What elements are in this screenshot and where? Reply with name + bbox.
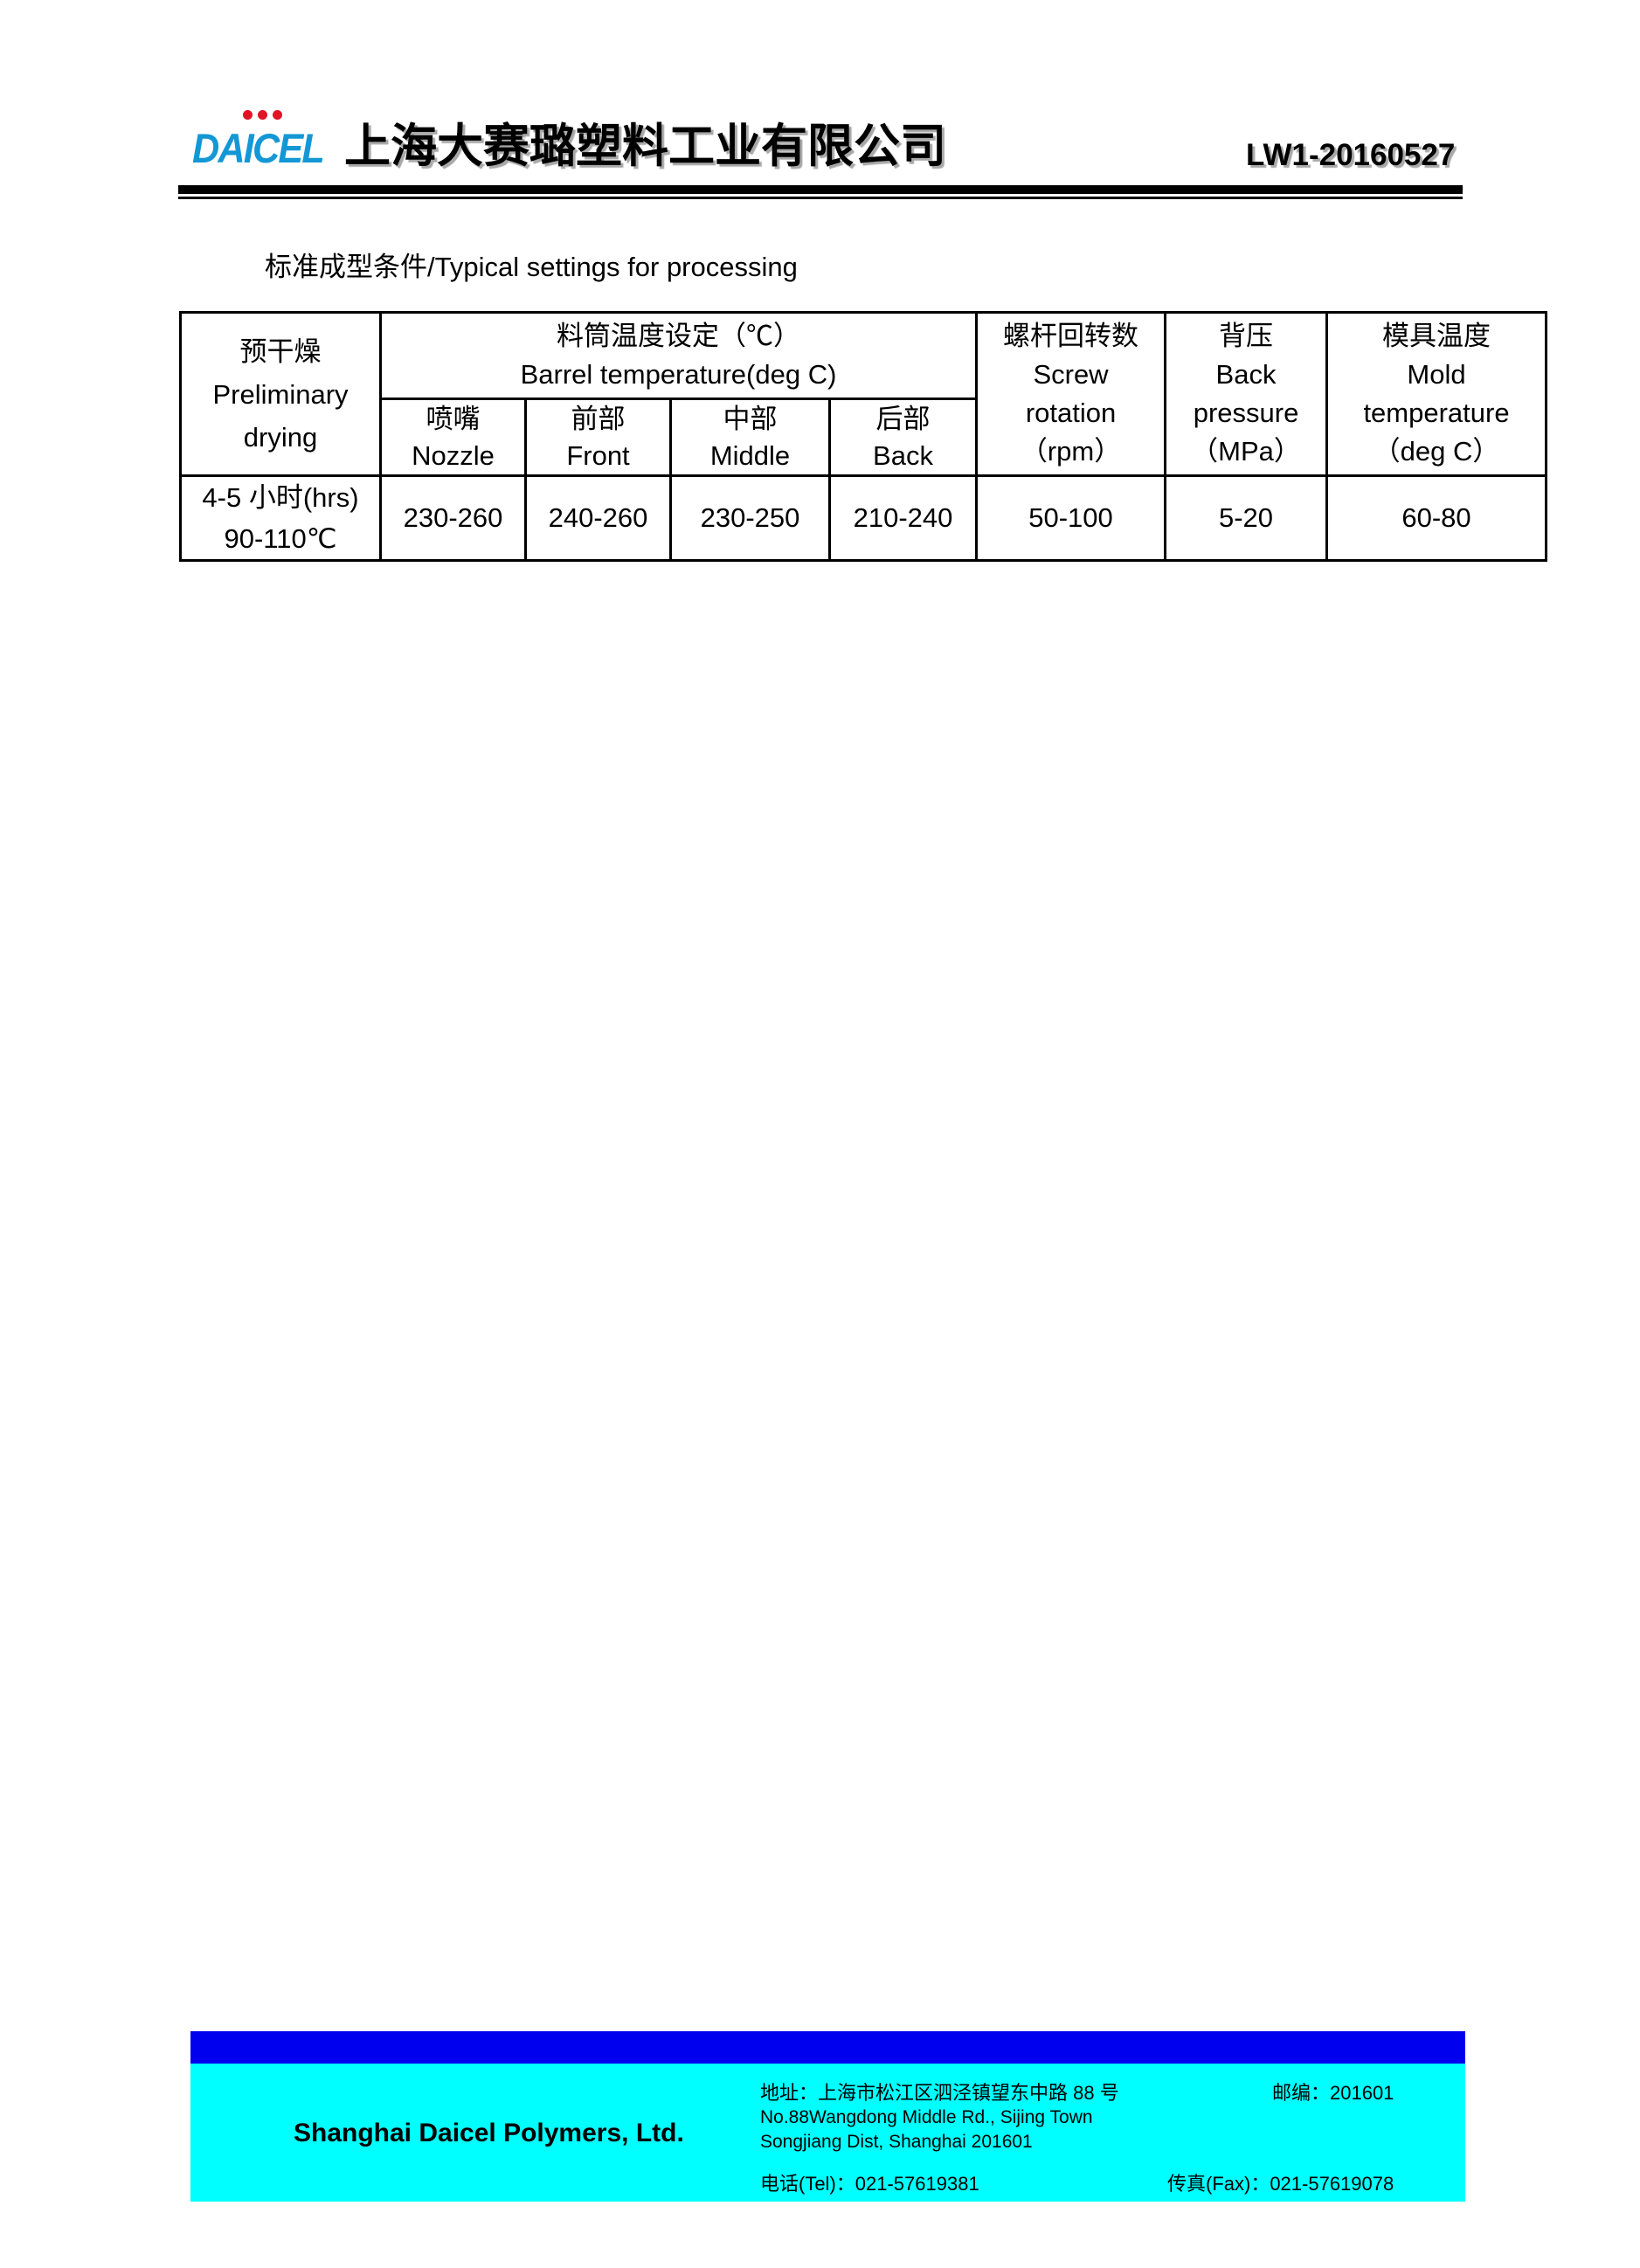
footer-postal-code: 邮编：201601 bbox=[1272, 2082, 1394, 2104]
footer-cyan-bar: Shanghai Daicel Polymers, Ltd. 地址：上海市松江区… bbox=[190, 2064, 1465, 2202]
value-cell-mold-temperature: 60-80 bbox=[1325, 474, 1548, 562]
header-cell-back-pressure: 背压 Back pressure （MPa） bbox=[1164, 311, 1329, 477]
preliminary-drying-en-1: Preliminary bbox=[212, 378, 349, 410]
screw-rotation-en-1: Screw bbox=[1033, 359, 1109, 390]
back-en: Back bbox=[873, 439, 933, 471]
screw-rotation-unit: （rpm） bbox=[1020, 436, 1122, 467]
header-cell-nozzle: 喷嘴 Nozzle bbox=[379, 398, 527, 477]
settings-table: 预干燥 Preliminary drying 料筒温度设定（℃） Barrel … bbox=[179, 311, 1548, 562]
header-cell-preliminary-drying: 预干燥 Preliminary drying bbox=[179, 311, 382, 477]
mold-temperature-en-2: temperature bbox=[1363, 398, 1510, 428]
logo-dots-icon bbox=[243, 110, 282, 120]
preliminary-drying-zh: 预干燥 bbox=[239, 335, 322, 367]
front-zh: 前部 bbox=[571, 403, 626, 434]
logo-dot-icon bbox=[243, 110, 253, 120]
barrel-temperature-en: Barrel temperature(deg C) bbox=[520, 359, 837, 390]
logo-dot-icon bbox=[273, 110, 282, 120]
mold-temperature-en-1: Mold bbox=[1407, 359, 1466, 390]
footer-telephone: 电话(Tel)：021-57619381 bbox=[760, 2173, 979, 2195]
back-pressure-en-2: pressure bbox=[1193, 398, 1299, 428]
footer-blue-bar bbox=[190, 2031, 1465, 2064]
preliminary-drying-en-2: drying bbox=[243, 421, 318, 453]
barrel-temperature-zh: 料筒温度设定（℃） bbox=[557, 321, 800, 351]
header-rule-thin bbox=[178, 197, 1463, 199]
drying-value-line-1: 4-5 小时(hrs) bbox=[202, 482, 359, 513]
back-pressure-unit: （MPa） bbox=[1191, 436, 1301, 467]
value-cell-front: 240-260 bbox=[524, 474, 672, 562]
value-cell-back: 210-240 bbox=[827, 474, 979, 562]
logo-dot-icon bbox=[258, 110, 267, 120]
middle-en: Middle bbox=[709, 439, 791, 471]
footer-address-en-2: Songjiang Dist, Shanghai 201601 bbox=[760, 2132, 1033, 2152]
screw-rotation-zh: 螺杆回转数 bbox=[1003, 321, 1139, 351]
middle-zh: 中部 bbox=[723, 403, 778, 434]
header-cell-mold-temperature: 模具温度 Mold temperature （deg C） bbox=[1325, 311, 1548, 477]
back-pressure-en-1: Back bbox=[1215, 359, 1277, 390]
front-en: Front bbox=[566, 439, 630, 471]
header-cell-back: 后部 Back bbox=[827, 398, 979, 477]
company-name-chinese: 上海大赛璐塑料工业有限公司 bbox=[344, 121, 946, 172]
back-pressure-zh: 背压 bbox=[1219, 321, 1274, 351]
footer-fax: 传真(Fax)：021-57619078 bbox=[1167, 2173, 1394, 2195]
header-cell-front: 前部 Front bbox=[524, 398, 672, 477]
document-number: LW1-20160527 bbox=[1246, 138, 1456, 172]
value-cell-screw-rotation: 50-100 bbox=[975, 474, 1167, 562]
header-cell-middle: 中部 Middle bbox=[669, 398, 831, 477]
value-cell-back-pressure: 5-20 bbox=[1164, 474, 1329, 562]
back-zh: 后部 bbox=[875, 403, 931, 434]
daicel-logo: DAICEL bbox=[192, 108, 349, 171]
value-cell-nozzle: 230-260 bbox=[379, 474, 527, 562]
drying-value-line-2: 90-110℃ bbox=[224, 523, 337, 554]
mold-temperature-zh: 模具温度 bbox=[1382, 321, 1491, 351]
footer-company-name: Shanghai Daicel Polymers, Ltd. bbox=[294, 2119, 684, 2147]
mold-temperature-unit: （deg C） bbox=[1373, 436, 1500, 467]
logo-wordmark: DAICEL bbox=[192, 125, 325, 171]
footer-address-zh: 地址：上海市松江区泗泾镇望东中路 88 号 bbox=[760, 2082, 1119, 2104]
value-cell-preliminary-drying: 4-5 小时(hrs) 90-110℃ bbox=[179, 474, 382, 562]
header-rule-thick bbox=[178, 185, 1463, 194]
page-title: 标准成型条件/Typical settings for processing bbox=[265, 252, 798, 282]
header-cell-screw-rotation: 螺杆回转数 Screw rotation （rpm） bbox=[975, 311, 1167, 477]
footer-address-en-1: No.88Wangdong Middle Rd., Sijing Town bbox=[760, 2107, 1093, 2127]
header-cell-barrel-temperature: 料筒温度设定（℃） Barrel temperature(deg C) bbox=[378, 311, 979, 400]
nozzle-zh: 喷嘴 bbox=[426, 403, 481, 434]
nozzle-en: Nozzle bbox=[412, 439, 495, 471]
screw-rotation-en-2: rotation bbox=[1025, 398, 1117, 428]
value-cell-middle: 230-250 bbox=[669, 474, 831, 562]
